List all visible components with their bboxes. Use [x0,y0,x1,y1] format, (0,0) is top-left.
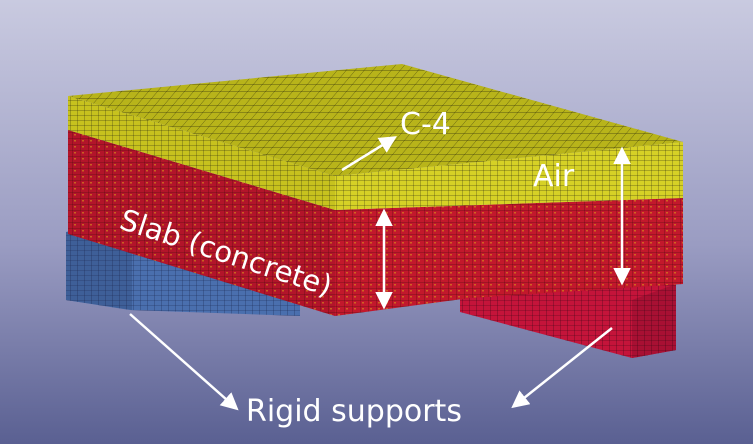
right-rigid-support [460,284,676,358]
support-arrow-left [129,313,239,411]
concrete-slab-layer [68,130,683,316]
rigid-supports-label: Rigid supports [246,394,462,429]
air-label: Air [533,159,575,194]
c4-arrow [341,136,397,172]
c4-label: C-4 [400,107,451,142]
support-arrow-right [511,327,613,409]
c4-layer [68,64,683,210]
